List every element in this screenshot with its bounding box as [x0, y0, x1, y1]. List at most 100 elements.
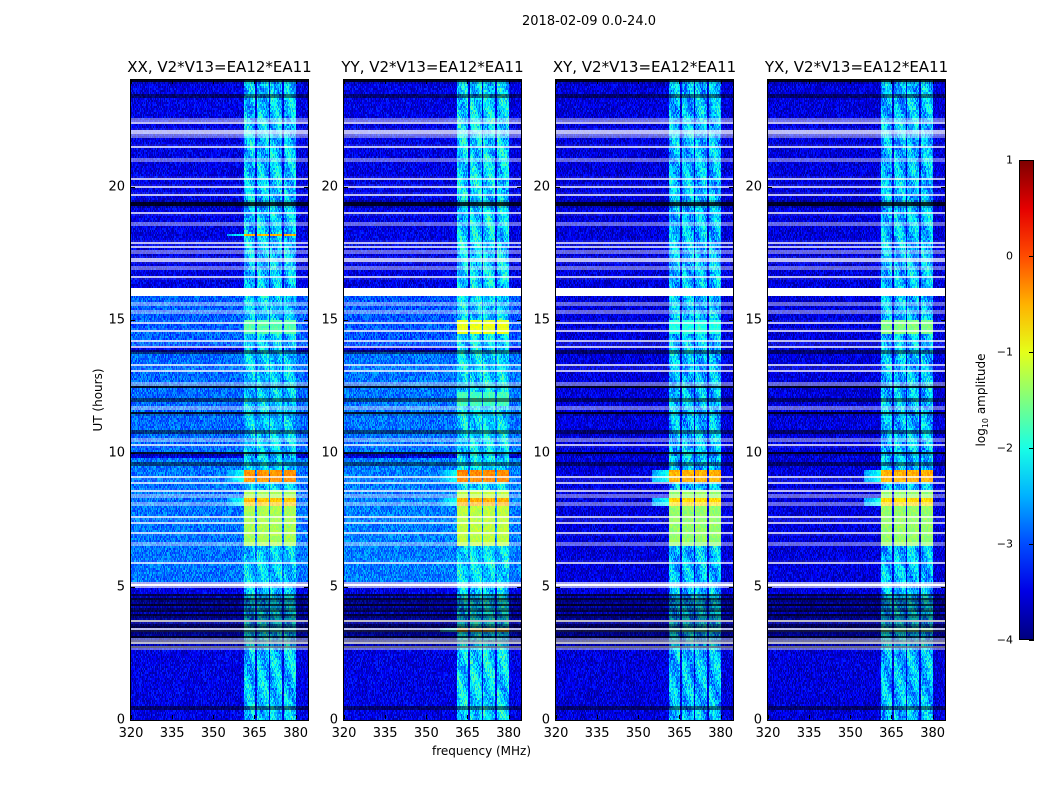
y-tick-label: 20: [321, 179, 338, 195]
x-tick-mark: [213, 715, 215, 719]
x-tick-label: 380: [708, 726, 734, 741]
x-tick-mark: [508, 80, 510, 84]
y-tick-label: 10: [321, 445, 338, 461]
y-tick-label: 15: [108, 312, 125, 328]
x-tick-mark: [638, 715, 640, 719]
y-tick-mark: [517, 586, 521, 588]
y-tick-mark: [941, 586, 945, 588]
y-tick-label: 5: [329, 579, 338, 595]
x-tick-label: 365: [242, 726, 267, 741]
panel-title: YY, V2*V13=EA12*EA11: [341, 58, 524, 76]
y-tick-mark: [768, 186, 772, 188]
x-tick-label: 350: [413, 726, 439, 741]
x-tick-mark: [679, 715, 681, 719]
y-tick-mark: [344, 720, 348, 721]
y-tick-mark: [517, 720, 521, 721]
colorbar-tick-label: −2: [996, 441, 1013, 455]
x-tick-mark: [344, 80, 345, 84]
y-tick-mark: [556, 586, 560, 588]
y-tick-mark: [344, 320, 348, 321]
x-tick-mark: [385, 715, 387, 719]
x-tick-label: 320: [755, 726, 781, 741]
y-tick-mark: [304, 186, 308, 188]
y-tick-mark: [131, 586, 135, 588]
y-tick-mark: [729, 586, 733, 588]
x-tick-mark: [295, 80, 297, 84]
colorbar-tick-mark: [1029, 352, 1034, 353]
colorbar-tick-mark: [1029, 544, 1034, 545]
x-tick-mark: [426, 80, 428, 84]
x-tick-mark: [385, 80, 387, 84]
colorbar-tick-mark: [1029, 256, 1034, 257]
y-tick-label: 15: [745, 312, 762, 328]
x-tick-mark: [720, 80, 722, 84]
x-tick-mark: [426, 715, 428, 719]
x-tick-label: 350: [200, 726, 226, 741]
x-tick-label: 335: [159, 726, 185, 741]
y-tick-mark: [304, 720, 308, 721]
x-tick-mark: [172, 715, 174, 719]
x-tick-mark: [809, 80, 811, 84]
y-tick-label: 5: [116, 579, 125, 595]
y-tick-mark: [556, 720, 560, 721]
y-tick-mark: [556, 320, 560, 321]
colorbar: [1019, 160, 1034, 640]
y-tick-mark: [941, 453, 945, 455]
x-tick-mark: [932, 80, 934, 84]
y-tick-mark: [517, 186, 521, 188]
x-tick-mark: [850, 715, 852, 719]
y-tick-mark: [556, 453, 560, 455]
x-tick-mark: [597, 80, 599, 84]
x-tick-mark: [254, 80, 256, 84]
panel-title: XY, V2*V13=EA12*EA11: [552, 58, 737, 76]
x-tick-label: 320: [543, 726, 569, 741]
y-tick-mark: [131, 320, 135, 321]
y-tick-mark: [131, 186, 135, 188]
colorbar-tick-mark: [1029, 160, 1034, 161]
x-tick-label: 380: [283, 726, 309, 741]
y-tick-label: 15: [321, 312, 338, 328]
x-tick-label: 365: [879, 726, 904, 741]
spectrogram-panel: YY, V2*V13=EA12*EA11 0 5 10 15 20 320 335 350 365…: [321, 58, 523, 741]
y-tick-mark: [941, 320, 945, 321]
x-tick-mark: [556, 715, 557, 719]
x-tick-label: 335: [372, 726, 398, 741]
x-tick-label: 335: [584, 726, 610, 741]
colorbar-tick-label: −1: [996, 345, 1013, 359]
spectrogram-panel: XX, V2*V13=EA12*EA11 0 5 10 15 20 320 335 350 365…: [108, 58, 311, 741]
y-tick-mark: [729, 186, 733, 188]
x-tick-mark: [597, 715, 599, 719]
x-tick-label: 320: [118, 726, 144, 741]
colorbar-tick-label: −4: [996, 633, 1013, 647]
x-tick-mark: [131, 80, 132, 84]
colorbar-label-sub: 10: [981, 417, 991, 429]
y-tick-mark: [768, 720, 772, 721]
panel-title: XX, V2*V13=EA12*EA11: [127, 58, 312, 76]
x-tick-label: 350: [625, 726, 651, 741]
x-tick-label: 365: [455, 726, 480, 741]
y-tick-label: 20: [533, 179, 550, 195]
y-tick-mark: [768, 453, 772, 455]
colorbar-tick-label: −3: [996, 537, 1013, 551]
x-tick-label: 350: [837, 726, 863, 741]
x-tick-mark: [467, 715, 469, 719]
x-tick-mark: [768, 715, 769, 719]
x-tick-label: 320: [331, 726, 357, 741]
x-tick-mark: [295, 715, 297, 719]
colorbar-tick-mark: [1029, 640, 1034, 641]
y-tick-mark: [304, 320, 308, 321]
y-tick-mark: [131, 720, 135, 721]
x-tick-mark: [213, 80, 215, 84]
y-tick-mark: [729, 720, 733, 721]
y-tick-mark: [517, 320, 521, 321]
y-tick-label: 5: [753, 579, 762, 595]
x-tick-mark: [679, 80, 681, 84]
x-tick-mark: [932, 715, 934, 719]
x-tick-mark: [809, 715, 811, 719]
y-tick-mark: [768, 320, 772, 321]
figure-title: 2018-02-09 0.0-24.0: [522, 14, 656, 29]
y-tick-mark: [941, 186, 945, 188]
x-tick-label: 335: [796, 726, 822, 741]
colorbar-tick-label: 0: [1006, 249, 1013, 263]
y-tick-label: 15: [533, 312, 550, 328]
